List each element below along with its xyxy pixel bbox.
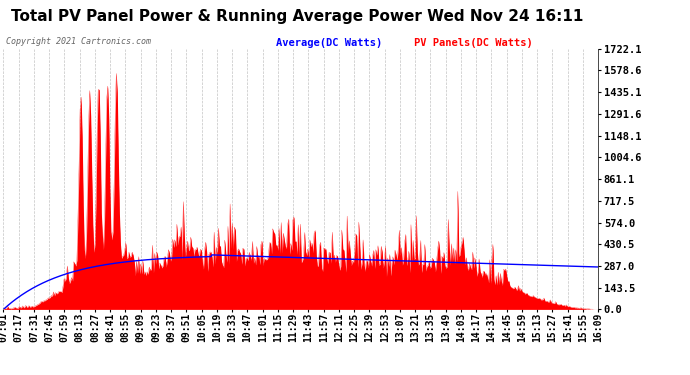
- Text: PV Panels(DC Watts): PV Panels(DC Watts): [414, 38, 533, 48]
- Text: Copyright 2021 Cartronics.com: Copyright 2021 Cartronics.com: [6, 38, 150, 46]
- Text: Total PV Panel Power & Running Average Power Wed Nov 24 16:11: Total PV Panel Power & Running Average P…: [10, 9, 583, 24]
- Text: Average(DC Watts): Average(DC Watts): [276, 38, 382, 48]
